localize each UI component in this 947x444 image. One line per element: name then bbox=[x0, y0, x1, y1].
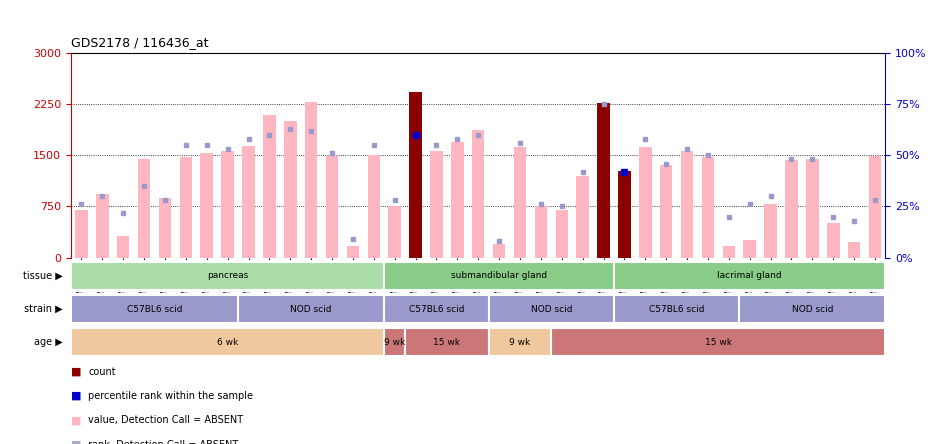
Bar bbox=[405, 328, 489, 357]
Bar bbox=[868, 156, 882, 258]
Bar bbox=[702, 158, 714, 258]
Bar bbox=[409, 92, 421, 258]
Bar bbox=[284, 121, 296, 258]
Bar bbox=[614, 262, 885, 290]
Bar bbox=[180, 157, 192, 258]
Bar bbox=[806, 159, 818, 258]
Text: 15 wk: 15 wk bbox=[705, 338, 732, 347]
Text: value, Detection Call = ABSENT: value, Detection Call = ABSENT bbox=[88, 416, 243, 425]
Bar bbox=[201, 153, 213, 258]
Bar bbox=[764, 204, 777, 258]
Bar bbox=[117, 236, 130, 258]
Text: tissue ▶: tissue ▶ bbox=[23, 271, 63, 281]
Text: 6 wk: 6 wk bbox=[217, 338, 239, 347]
Bar bbox=[551, 328, 885, 357]
Bar bbox=[347, 246, 359, 258]
Text: submandibular gland: submandibular gland bbox=[451, 271, 547, 280]
Bar bbox=[451, 142, 464, 258]
Bar bbox=[513, 147, 527, 258]
Bar bbox=[367, 155, 380, 258]
Bar bbox=[472, 130, 485, 258]
Text: 9 wk: 9 wk bbox=[384, 338, 405, 347]
Text: ■: ■ bbox=[71, 367, 81, 377]
Bar bbox=[326, 156, 338, 258]
Text: GDS2178 / 116436_at: GDS2178 / 116436_at bbox=[71, 36, 208, 49]
Bar bbox=[598, 103, 610, 258]
Text: NOD scid: NOD scid bbox=[291, 305, 332, 313]
Text: percentile rank within the sample: percentile rank within the sample bbox=[88, 391, 253, 401]
Bar bbox=[263, 115, 276, 258]
Bar bbox=[71, 295, 238, 323]
Bar bbox=[384, 262, 614, 290]
Bar bbox=[723, 246, 735, 258]
Text: lacrimal gland: lacrimal gland bbox=[718, 271, 782, 280]
Text: count: count bbox=[88, 367, 116, 377]
Bar bbox=[492, 244, 506, 258]
Bar bbox=[614, 295, 740, 323]
Bar bbox=[577, 176, 589, 258]
Text: C57BL6 scid: C57BL6 scid bbox=[649, 305, 705, 313]
Text: C57BL6 scid: C57BL6 scid bbox=[409, 305, 464, 313]
Text: ■: ■ bbox=[71, 440, 81, 444]
Bar bbox=[242, 146, 255, 258]
Text: NOD scid: NOD scid bbox=[530, 305, 572, 313]
Text: ■: ■ bbox=[71, 391, 81, 401]
Bar bbox=[740, 295, 885, 323]
Text: ■: ■ bbox=[71, 416, 81, 425]
Bar bbox=[71, 262, 384, 290]
Bar bbox=[384, 328, 405, 357]
Bar bbox=[222, 151, 234, 258]
Bar bbox=[639, 147, 652, 258]
Bar bbox=[660, 165, 672, 258]
Bar bbox=[556, 210, 568, 258]
Text: strain ▶: strain ▶ bbox=[25, 304, 63, 314]
Bar bbox=[681, 151, 693, 258]
Bar bbox=[430, 151, 443, 258]
Bar bbox=[71, 328, 384, 357]
Bar bbox=[743, 240, 756, 258]
Text: 9 wk: 9 wk bbox=[509, 338, 530, 347]
Bar bbox=[238, 295, 384, 323]
Text: C57BL6 scid: C57BL6 scid bbox=[127, 305, 183, 313]
Bar bbox=[96, 194, 109, 258]
Bar bbox=[138, 159, 151, 258]
Text: 15 wk: 15 wk bbox=[434, 338, 460, 347]
Bar bbox=[489, 328, 551, 357]
Text: age ▶: age ▶ bbox=[34, 337, 63, 347]
Bar bbox=[388, 206, 401, 258]
Bar bbox=[75, 210, 88, 258]
Bar bbox=[305, 102, 317, 258]
Text: rank, Detection Call = ABSENT: rank, Detection Call = ABSENT bbox=[88, 440, 239, 444]
Bar bbox=[159, 198, 171, 258]
Bar bbox=[618, 171, 631, 258]
Bar bbox=[384, 295, 489, 323]
Bar bbox=[827, 223, 839, 258]
Text: NOD scid: NOD scid bbox=[792, 305, 833, 313]
Bar bbox=[848, 242, 861, 258]
Text: pancreas: pancreas bbox=[207, 271, 248, 280]
Bar bbox=[785, 160, 797, 258]
Bar bbox=[535, 206, 547, 258]
Bar bbox=[489, 295, 614, 323]
